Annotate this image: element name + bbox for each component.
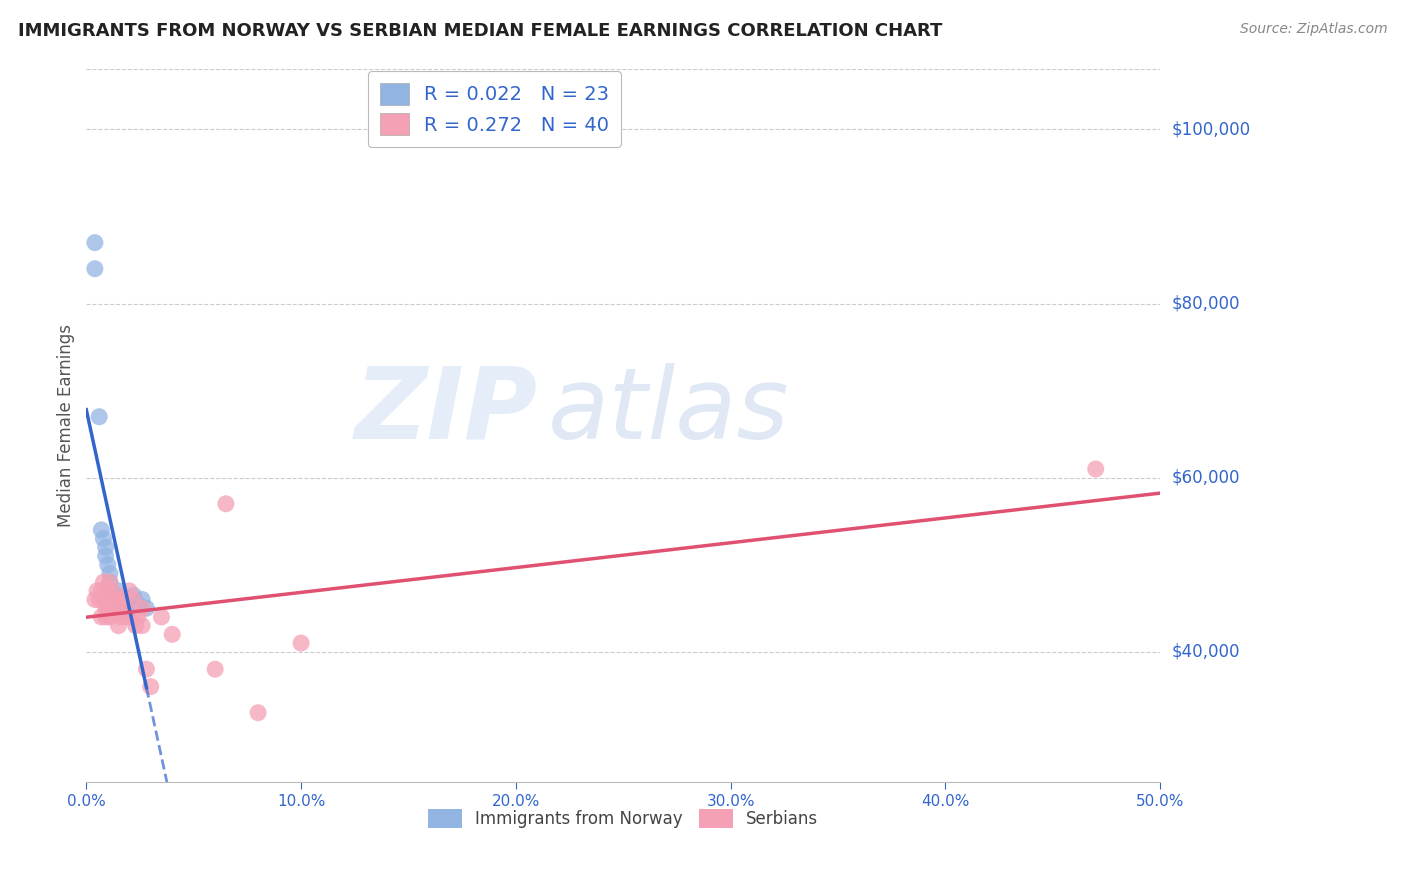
Point [114,592,136,607]
Point [107,583,129,598]
Text: $40,000: $40,000 [1171,643,1240,661]
Point [1084,462,1107,476]
Point [89,409,111,424]
Point [107,592,129,607]
Text: $60,000: $60,000 [1171,468,1240,487]
Point [135,662,157,676]
Point [83,592,105,607]
Point [98,575,121,590]
Point [122,592,145,607]
Point [290,636,312,650]
Point [86,583,108,598]
Point [98,566,121,581]
Point [110,592,132,607]
Point [98,610,121,624]
Point [120,610,142,624]
Point [101,583,124,598]
Point [110,592,132,607]
Point [127,610,149,624]
Point [160,627,183,641]
Point [103,592,125,607]
Point [125,618,148,632]
Point [105,601,128,615]
Point [83,261,105,276]
Point [93,532,115,546]
Text: $80,000: $80,000 [1171,294,1240,312]
Point [107,618,129,632]
Point [131,592,153,607]
Point [135,601,157,615]
Point [110,610,132,624]
Point [122,588,145,602]
Text: Source: ZipAtlas.com: Source: ZipAtlas.com [1240,22,1388,37]
Point [94,541,117,555]
Point [93,575,115,590]
Point [115,606,138,620]
Legend: Immigrants from Norway, Serbians: Immigrants from Norway, Serbians [422,802,825,835]
Point [93,592,115,607]
Point [115,610,138,624]
Point [247,706,270,720]
Point [215,497,238,511]
Y-axis label: Median Female Earnings: Median Female Earnings [58,324,75,527]
Point [118,583,141,598]
Point [105,592,128,607]
Point [150,610,173,624]
Point [89,592,111,607]
Point [94,610,117,624]
Point [94,601,117,615]
Point [90,523,112,537]
Point [139,680,162,694]
Point [90,583,112,598]
Point [83,235,105,250]
Point [103,588,125,602]
Point [101,583,124,598]
Text: atlas: atlas [548,363,790,459]
Point [114,601,136,615]
Point [97,601,120,615]
Point [111,601,134,615]
Point [98,575,121,590]
Text: IMMIGRANTS FROM NORWAY VS SERBIAN MEDIAN FEMALE EARNINGS CORRELATION CHART: IMMIGRANTS FROM NORWAY VS SERBIAN MEDIAN… [18,22,942,40]
Point [204,662,226,676]
Point [90,610,112,624]
Point [97,583,120,598]
Point [127,597,149,611]
Point [131,618,153,632]
Text: $100,000: $100,000 [1171,120,1250,138]
Point [118,592,141,607]
Point [94,549,117,563]
Point [98,592,121,607]
Point [131,601,153,615]
Text: ZIP: ZIP [354,363,537,459]
Point [97,558,120,572]
Point [111,597,134,611]
